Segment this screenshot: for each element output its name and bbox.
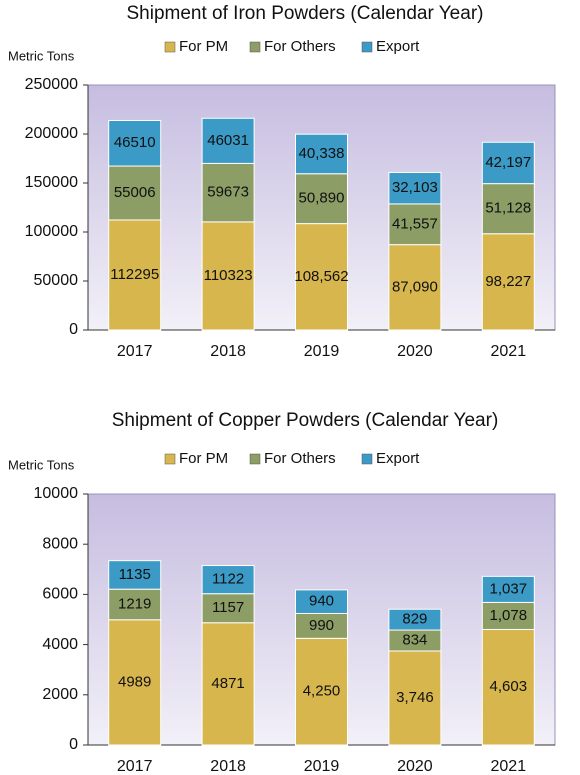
- legend-swatch: [361, 453, 373, 465]
- y-tick-label: 100000: [25, 223, 78, 240]
- y-tick-label: 50000: [34, 272, 79, 289]
- x-tick-label: 2021: [491, 758, 527, 775]
- bar-segment: [108, 165, 162, 221]
- bar-segment: [201, 221, 255, 331]
- data-label: 1122: [212, 571, 244, 588]
- bar-segment: [201, 622, 255, 746]
- y-axis-label: Metric Tons: [8, 457, 75, 472]
- y-tick-label: 10000: [34, 485, 79, 502]
- data-label: 55006: [114, 184, 156, 201]
- y-tick-label: 4000: [42, 636, 78, 653]
- legend-label: For Others: [264, 450, 336, 467]
- data-label: 4,250: [303, 683, 341, 700]
- x-tick-label: 2019: [304, 343, 340, 360]
- data-label: 32,103: [392, 179, 438, 196]
- bar-segment: [295, 589, 348, 614]
- y-tick-label: 0: [69, 736, 78, 753]
- legend-label: For Others: [264, 38, 336, 55]
- data-label: 87,090: [392, 278, 438, 295]
- legend-swatch: [249, 41, 261, 53]
- bar-segment: [108, 588, 162, 621]
- legend-label: For PM: [179, 38, 228, 55]
- y-tick-label: 8000: [42, 535, 78, 552]
- legend-swatch: [164, 453, 176, 465]
- x-tick-label: 2020: [397, 343, 433, 360]
- data-label: 940: [309, 593, 334, 610]
- bar-segment: [201, 117, 255, 164]
- legend-label: Export: [376, 450, 420, 467]
- y-axis-label: Metric Tons: [8, 48, 75, 63]
- data-label: 1,037: [490, 580, 528, 597]
- bar-segment: [108, 219, 162, 331]
- bar-segment: [388, 171, 442, 205]
- x-tick-label: 2019: [304, 758, 340, 775]
- data-label: 4989: [118, 673, 151, 690]
- legend-swatch: [361, 41, 373, 53]
- data-label: 50,890: [299, 190, 345, 207]
- y-tick-label: 150000: [25, 174, 78, 191]
- legend-label: For PM: [179, 450, 228, 467]
- data-label: 834: [402, 631, 427, 648]
- bar-segment: [295, 612, 348, 639]
- bar-segment: [481, 575, 535, 603]
- legend-swatch: [249, 453, 261, 465]
- bar-segment: [201, 565, 255, 595]
- x-tick-label: 2018: [210, 758, 246, 775]
- bar-segment: [388, 650, 442, 746]
- data-label: 42,197: [485, 154, 531, 171]
- bar-segment: [481, 628, 535, 746]
- bar-segment: [108, 560, 162, 590]
- y-tick-label: 200000: [25, 125, 78, 142]
- data-label: 829: [402, 611, 427, 628]
- data-label: 59673: [207, 184, 249, 201]
- x-tick-label: 2021: [491, 343, 527, 360]
- data-label: 4,603: [490, 678, 528, 695]
- data-label: 51,128: [485, 200, 531, 217]
- data-label: 1,078: [490, 607, 528, 624]
- x-tick-label: 2020: [397, 758, 433, 775]
- data-label: 990: [309, 617, 334, 634]
- bar-segment: [295, 133, 348, 175]
- legend-label: Export: [376, 38, 420, 55]
- chart-title: Shipment of Iron Powders (Calendar Year): [127, 3, 484, 24]
- data-label: 110323: [204, 267, 253, 284]
- data-label: 41,557: [392, 215, 438, 232]
- bar-segment: [388, 608, 442, 631]
- bar-segment: [388, 203, 442, 246]
- y-tick-label: 0: [69, 321, 78, 338]
- data-label: 112295: [110, 266, 159, 283]
- bar-segment: [295, 223, 348, 331]
- data-label: 4871: [211, 675, 244, 692]
- y-tick-label: 250000: [25, 76, 78, 93]
- legend-swatch: [164, 41, 176, 53]
- bar-segment: [388, 244, 442, 331]
- data-label: 1219: [118, 595, 151, 612]
- bar-segment: [481, 601, 535, 630]
- bar-segment: [108, 119, 162, 167]
- y-tick-label: 2000: [42, 686, 78, 703]
- chart-title: Shipment of Copper Powders (Calendar Yea…: [112, 410, 499, 431]
- bar-segment: [295, 173, 348, 225]
- data-label: 46031: [207, 132, 249, 149]
- data-label: 40,338: [299, 145, 345, 162]
- data-label: 46510: [114, 134, 156, 151]
- y-tick-label: 6000: [42, 586, 78, 603]
- x-tick-label: 2017: [117, 343, 153, 360]
- data-label: 108,562: [294, 268, 348, 285]
- x-tick-label: 2018: [210, 343, 246, 360]
- data-label: 98,227: [485, 273, 531, 290]
- data-label: 3,746: [396, 689, 434, 706]
- data-label: 1157: [212, 599, 244, 616]
- data-label: 1135: [119, 566, 151, 583]
- x-tick-label: 2017: [117, 758, 153, 775]
- bar-segment: [481, 141, 535, 185]
